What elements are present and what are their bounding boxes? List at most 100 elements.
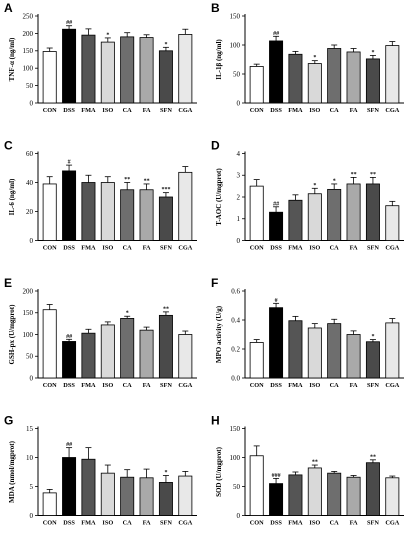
y-axis-label: TNF-α (ng/ml) — [8, 37, 16, 81]
category-label-dss: DSS — [63, 107, 75, 114]
bar-fa — [139, 329, 154, 379]
category-label-fa: FA — [350, 520, 358, 527]
category-label-dss: DSS — [63, 382, 75, 389]
bar-fa — [139, 477, 154, 516]
bar-iso — [100, 324, 115, 379]
bar-cga — [178, 334, 193, 379]
significance-mark: ** — [144, 178, 150, 184]
significance-mark: ## — [66, 20, 72, 26]
category-label-ca: CA — [330, 382, 340, 389]
bar-iso — [307, 193, 322, 241]
category-label-fma: FMA — [81, 520, 96, 527]
bar-ca — [327, 48, 342, 104]
category-label-cga: CGA — [178, 382, 192, 389]
category-label-fma: FMA — [288, 245, 303, 252]
category-label-iso: ISO — [102, 520, 113, 527]
category-label-fa: FA — [143, 107, 151, 114]
category-label-fma: FMA — [81, 107, 96, 114]
bar-cga — [178, 475, 193, 516]
category-label-sfn: SFN — [160, 382, 172, 389]
y-tick-label: 0 — [30, 99, 34, 107]
bar-fma — [81, 332, 96, 379]
y-tick-label: 5 — [30, 483, 34, 491]
bar-dss — [269, 40, 284, 104]
panel-letter: E — [4, 276, 12, 290]
chart-panel-c: C IL-6 (ng/ml) 0 20 40 60 CON # DSS FMA ISO ** CA ** F… — [4, 139, 197, 252]
bar-dss — [62, 341, 77, 379]
y-tick-label: 150 — [230, 12, 241, 20]
y-axis-label: MPO activity (U/g) — [215, 305, 223, 363]
panel-letter: C — [4, 139, 13, 153]
bar-cga — [385, 477, 400, 516]
category-label-fma: FMA — [288, 520, 303, 527]
category-label-iso: ISO — [102, 107, 113, 114]
bar-fma — [288, 199, 303, 241]
chart-panel-g: G MDA (nmol/mgprot) 0 5 10 15 CON ## DSS FMA ISO CA… — [4, 414, 197, 527]
significance-mark: * — [164, 42, 167, 48]
chart-panel-f: F MPO activity (U/g) 0.0 0.2 0.4 0.6 CON # DSS FM… — [211, 276, 404, 389]
category-label-con: CON — [250, 382, 264, 389]
panel-letter: D — [211, 139, 220, 153]
bar-fa — [139, 189, 154, 241]
y-tick-label: 0 — [30, 512, 34, 520]
y-tick-label: 2 — [237, 193, 241, 201]
bar-iso — [307, 327, 322, 379]
bar-sfn — [158, 314, 173, 379]
category-label-dss: DSS — [270, 245, 282, 252]
y-axis-label: MDA (nmol/mgprot) — [8, 440, 16, 503]
y-tick-label: 0 — [237, 512, 241, 520]
category-label-cga: CGA — [178, 107, 192, 114]
chart-panel-a: A TNF-α (ng/ml) 0 50 100 150 200 250 CON ## DSS FMA… — [4, 1, 197, 114]
y-tick-label: 0.0 — [231, 374, 240, 382]
y-axis-label: IL-6 (ng/ml) — [8, 178, 16, 215]
category-label-con: CON — [43, 520, 57, 527]
bar-con — [249, 455, 264, 516]
y-tick-label: 15 — [26, 425, 34, 433]
significance-mark: ** — [163, 306, 169, 312]
category-label-ca: CA — [123, 520, 133, 527]
y-tick-label: 50 — [26, 353, 34, 361]
category-label-con: CON — [250, 245, 264, 252]
chart-panel-e: E GSH-px (U/mgprot) 0 50 100 150 200 CON ## DSS FM… — [4, 276, 197, 389]
significance-mark: ** — [351, 172, 357, 178]
y-tick-label: 100 — [23, 331, 34, 339]
bar-con — [249, 66, 264, 104]
y-tick-label: 100 — [23, 65, 34, 73]
chart-panel-b: B IL-1β (ng/ml) 0 50 100 150 CON ## DSS FMA * ISO CA… — [211, 1, 404, 114]
category-label-fa: FA — [350, 107, 358, 114]
y-tick-label: 0 — [237, 237, 241, 245]
y-tick-label: 50 — [233, 70, 241, 78]
category-label-ca: CA — [330, 520, 340, 527]
bar-dss — [269, 307, 284, 379]
bar-sfn — [365, 462, 380, 516]
category-label-sfn: SFN — [367, 382, 379, 389]
category-label-fma: FMA — [81, 382, 96, 389]
significance-mark: ## — [66, 442, 72, 448]
category-label-cga: CGA — [178, 520, 192, 527]
significance-mark: * — [333, 178, 336, 184]
bar-ca — [120, 36, 135, 104]
bar-fma — [288, 53, 303, 104]
category-label-con: CON — [250, 107, 264, 114]
panel-letter: A — [4, 1, 13, 15]
y-tick-label: 200 — [23, 287, 34, 295]
y-tick-label: 200 — [23, 30, 34, 38]
panel-letter: F — [211, 276, 218, 290]
category-label-con: CON — [250, 520, 264, 527]
category-label-ca: CA — [123, 245, 133, 252]
bar-sfn — [158, 50, 173, 104]
category-label-iso: ISO — [102, 382, 113, 389]
category-label-cga: CGA — [385, 245, 399, 252]
y-tick-label: 60 — [26, 150, 34, 158]
bar-fa — [346, 476, 361, 516]
bar-dss — [269, 211, 284, 241]
y-axis-label: T-AOC (U/mgprot) — [215, 168, 223, 226]
bar-ca — [327, 188, 342, 241]
bar-fma — [288, 474, 303, 516]
significance-mark: *** — [161, 187, 170, 193]
y-tick-label: 0 — [237, 99, 241, 107]
y-tick-label: 1 — [237, 215, 241, 223]
category-label-ca: CA — [123, 382, 133, 389]
category-label-fa: FA — [350, 382, 358, 389]
bar-fa — [346, 51, 361, 104]
